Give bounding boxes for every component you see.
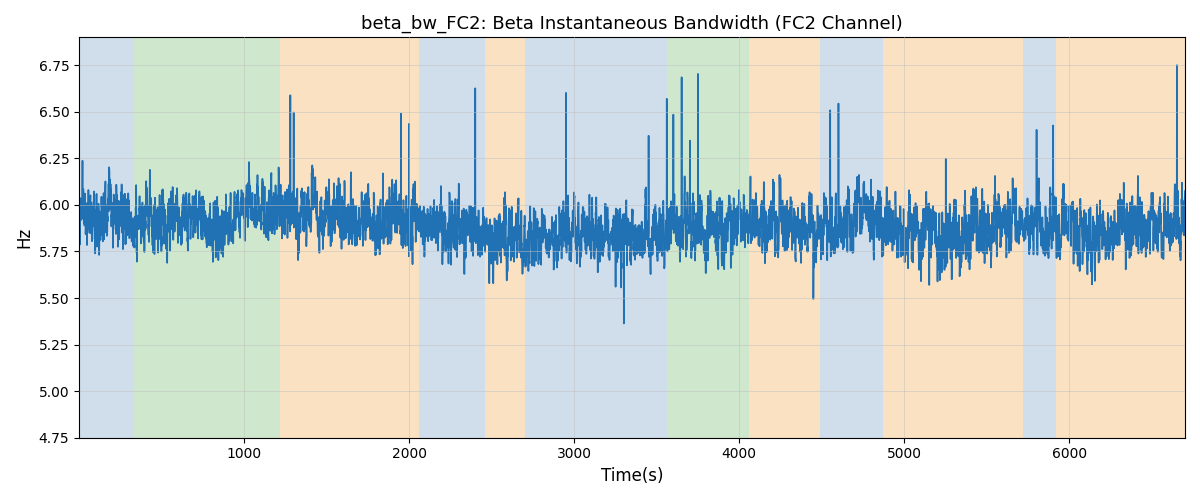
Bar [281,38,419,438]
Bar [667,38,749,438]
X-axis label: Time(s): Time(s) [601,467,664,485]
Y-axis label: Hz: Hz [14,227,32,248]
Bar [419,38,485,438]
Bar [79,38,133,438]
Bar [883,38,1024,438]
Bar [133,38,281,438]
Title: beta_bw_FC2: Beta Instantaneous Bandwidth (FC2 Channel): beta_bw_FC2: Beta Instantaneous Bandwidt… [361,15,902,34]
Bar [1056,38,1184,438]
Bar [485,38,524,438]
Bar [1024,38,1056,438]
Bar [820,38,883,438]
Bar [749,38,820,438]
Bar [524,38,667,438]
